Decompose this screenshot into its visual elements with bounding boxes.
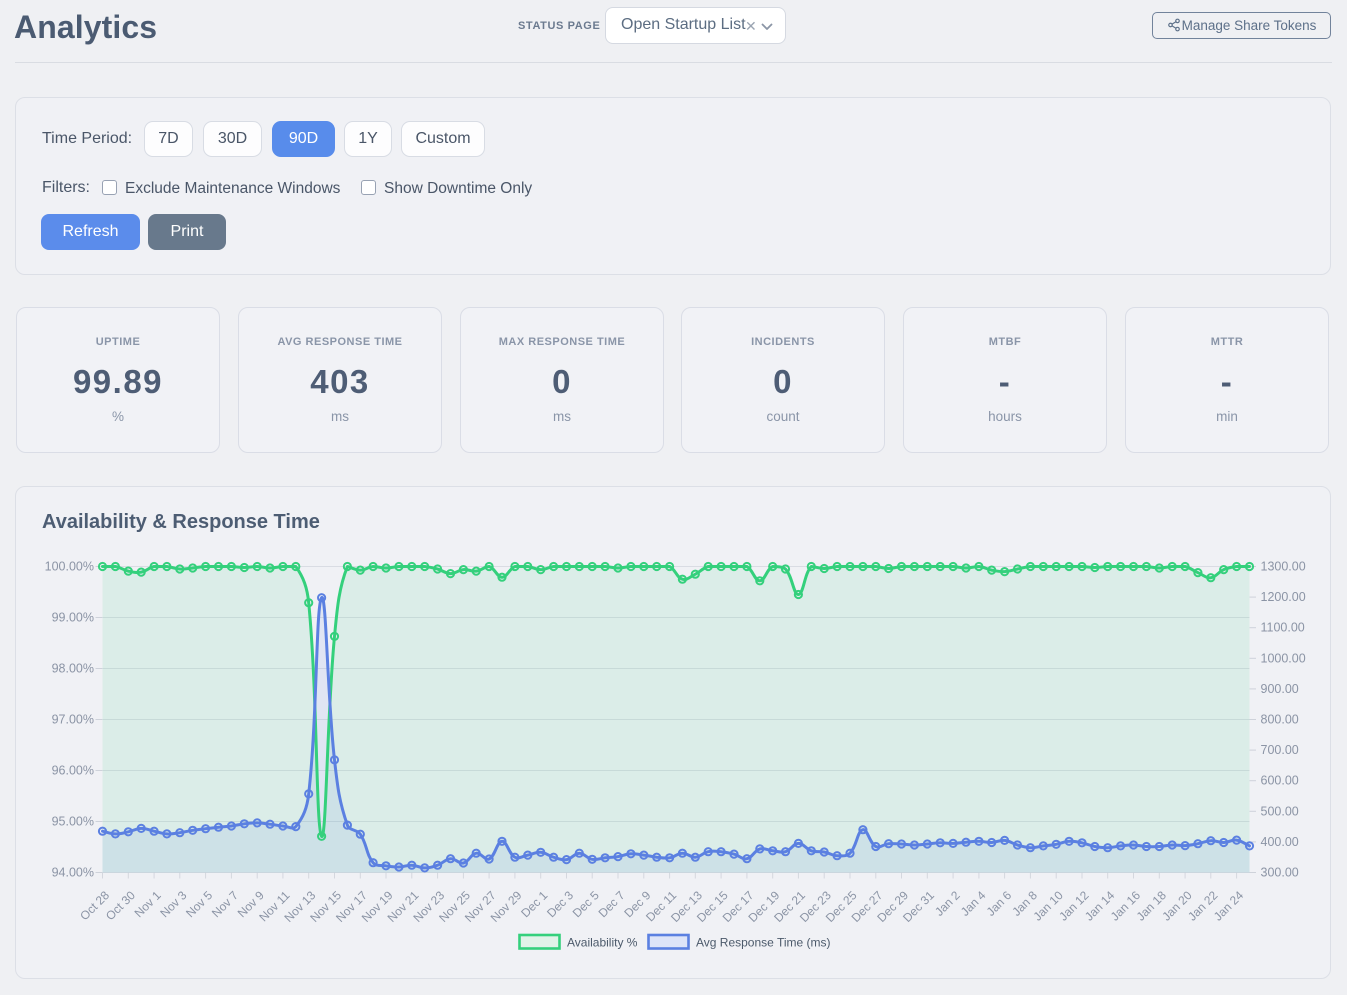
svg-text:Nov 1: Nov 1 — [132, 888, 164, 920]
svg-text:1300.00: 1300.00 — [1261, 560, 1306, 574]
svg-text:98.00%: 98.00% — [52, 662, 94, 676]
svg-text:99.00%: 99.00% — [52, 611, 94, 625]
svg-text:1000.00: 1000.00 — [1261, 651, 1306, 665]
svg-text:Dec 5: Dec 5 — [570, 888, 602, 920]
svg-text:Nov 3: Nov 3 — [157, 888, 189, 920]
svg-text:Dec 7: Dec 7 — [596, 888, 628, 920]
svg-text:Jan 4: Jan 4 — [958, 888, 989, 919]
svg-text:700.00: 700.00 — [1261, 743, 1299, 757]
svg-text:300.00: 300.00 — [1261, 866, 1299, 880]
svg-text:Jan 24: Jan 24 — [1211, 888, 1247, 924]
svg-text:Avg Response Time (ms): Avg Response Time (ms) — [696, 936, 831, 950]
svg-text:Jan 6: Jan 6 — [984, 888, 1015, 919]
svg-text:95.00%: 95.00% — [52, 815, 94, 829]
svg-text:Nov 7: Nov 7 — [209, 888, 241, 920]
svg-text:94.00%: 94.00% — [52, 866, 94, 880]
svg-text:800.00: 800.00 — [1261, 713, 1299, 727]
svg-text:1100.00: 1100.00 — [1261, 621, 1305, 635]
svg-text:Oct 30: Oct 30 — [103, 888, 138, 923]
svg-text:Availability %: Availability % — [567, 936, 638, 950]
svg-text:96.00%: 96.00% — [52, 764, 94, 778]
svg-text:1200.00: 1200.00 — [1261, 590, 1306, 604]
svg-text:900.00: 900.00 — [1261, 682, 1299, 696]
svg-text:600.00: 600.00 — [1261, 774, 1299, 788]
svg-text:500.00: 500.00 — [1261, 804, 1299, 818]
svg-text:100.00%: 100.00% — [45, 560, 94, 574]
svg-text:Dec 3: Dec 3 — [544, 888, 576, 920]
svg-text:Jan 2: Jan 2 — [932, 888, 963, 919]
svg-text:400.00: 400.00 — [1261, 835, 1299, 849]
svg-text:Dec 1: Dec 1 — [518, 888, 550, 920]
svg-text:Nov 5: Nov 5 — [183, 888, 215, 920]
svg-text:97.00%: 97.00% — [52, 713, 94, 727]
